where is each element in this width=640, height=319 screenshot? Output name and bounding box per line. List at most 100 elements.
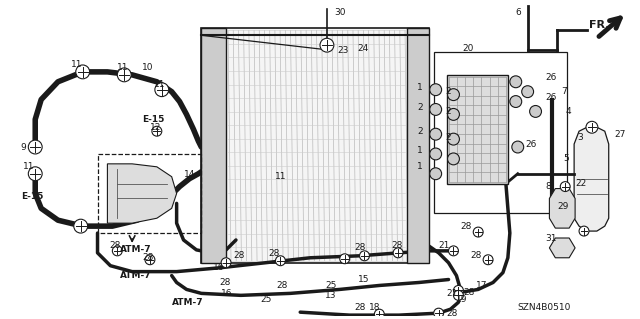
Text: 15: 15 — [358, 275, 369, 284]
Text: 28: 28 — [142, 253, 154, 262]
Text: 11: 11 — [24, 162, 35, 171]
Circle shape — [512, 141, 524, 153]
Text: 7: 7 — [561, 87, 567, 96]
Circle shape — [454, 286, 463, 295]
Text: 28: 28 — [109, 241, 121, 250]
Circle shape — [483, 255, 493, 265]
Text: 28: 28 — [355, 303, 366, 312]
Circle shape — [393, 248, 403, 258]
Text: 2: 2 — [445, 107, 451, 116]
Text: 26: 26 — [545, 73, 557, 82]
Text: 3: 3 — [577, 133, 583, 142]
Text: 28: 28 — [470, 251, 482, 260]
Polygon shape — [108, 164, 177, 223]
Circle shape — [28, 167, 42, 181]
Bar — [97, 154, 202, 233]
Circle shape — [586, 121, 598, 133]
Text: 28: 28 — [233, 251, 244, 260]
Text: 25: 25 — [260, 295, 272, 304]
Circle shape — [145, 255, 155, 265]
Text: 28: 28 — [269, 249, 280, 258]
Circle shape — [447, 153, 460, 165]
Text: 21: 21 — [447, 289, 458, 298]
Text: 28: 28 — [391, 241, 403, 250]
Text: 21: 21 — [438, 241, 450, 250]
Text: E-15: E-15 — [142, 115, 164, 124]
Circle shape — [579, 226, 589, 236]
Text: 13: 13 — [325, 291, 337, 300]
Text: 29: 29 — [557, 202, 569, 211]
Circle shape — [454, 290, 463, 300]
Text: 20: 20 — [462, 44, 474, 53]
Circle shape — [447, 108, 460, 120]
Circle shape — [360, 251, 369, 261]
Circle shape — [429, 104, 442, 115]
Polygon shape — [549, 238, 575, 258]
Circle shape — [152, 126, 162, 136]
Bar — [447, 75, 508, 184]
Text: 11: 11 — [117, 63, 129, 72]
Text: 31: 31 — [545, 234, 557, 242]
Circle shape — [374, 309, 384, 319]
Circle shape — [449, 246, 458, 256]
Circle shape — [117, 68, 131, 82]
Circle shape — [76, 65, 90, 79]
Text: 19: 19 — [456, 295, 468, 304]
Text: 18: 18 — [369, 303, 381, 312]
Text: 30: 30 — [334, 8, 346, 17]
Bar — [202, 28, 226, 263]
Text: 28: 28 — [219, 278, 230, 287]
Circle shape — [275, 256, 285, 266]
Text: 28: 28 — [355, 243, 366, 252]
Text: 28: 28 — [463, 288, 475, 297]
Circle shape — [113, 246, 122, 256]
Text: 1: 1 — [417, 162, 422, 171]
Circle shape — [74, 219, 88, 233]
Text: 27: 27 — [614, 130, 626, 139]
Text: 11: 11 — [275, 172, 286, 181]
Polygon shape — [549, 189, 575, 228]
Bar — [407, 28, 429, 263]
Circle shape — [429, 84, 442, 96]
Text: SZN4B0510: SZN4B0510 — [518, 303, 571, 312]
Text: E-15: E-15 — [21, 192, 44, 201]
Circle shape — [28, 140, 42, 154]
Circle shape — [447, 89, 460, 100]
Text: 16: 16 — [221, 289, 232, 298]
Text: 22: 22 — [575, 179, 586, 188]
Text: 8: 8 — [545, 182, 551, 191]
Text: 25: 25 — [325, 281, 336, 290]
Text: 26: 26 — [545, 93, 557, 102]
Text: 28: 28 — [460, 222, 472, 231]
Text: 12: 12 — [150, 123, 161, 132]
Circle shape — [473, 227, 483, 237]
Text: 14: 14 — [184, 170, 195, 179]
Bar — [202, 28, 429, 263]
Text: 17: 17 — [476, 281, 488, 290]
Text: FR.: FR. — [589, 20, 609, 30]
Text: 9: 9 — [20, 143, 26, 152]
Text: ATM-7: ATM-7 — [120, 245, 152, 254]
Text: 10: 10 — [142, 63, 154, 72]
Circle shape — [522, 86, 534, 98]
Text: 24: 24 — [358, 44, 369, 53]
Circle shape — [429, 168, 442, 180]
Circle shape — [560, 182, 570, 191]
Bar — [434, 52, 567, 213]
Text: 28: 28 — [276, 281, 288, 290]
Circle shape — [510, 76, 522, 88]
Text: 23: 23 — [338, 46, 349, 55]
Circle shape — [340, 254, 349, 264]
Circle shape — [447, 133, 460, 145]
Circle shape — [434, 308, 444, 318]
Text: 11: 11 — [71, 61, 83, 70]
Circle shape — [155, 83, 169, 97]
Text: 16: 16 — [213, 263, 225, 272]
Text: 6: 6 — [516, 8, 522, 17]
Text: 2: 2 — [445, 133, 451, 142]
Circle shape — [429, 148, 442, 160]
Circle shape — [320, 38, 334, 52]
Circle shape — [510, 96, 522, 108]
Circle shape — [221, 258, 231, 268]
Circle shape — [429, 128, 442, 140]
